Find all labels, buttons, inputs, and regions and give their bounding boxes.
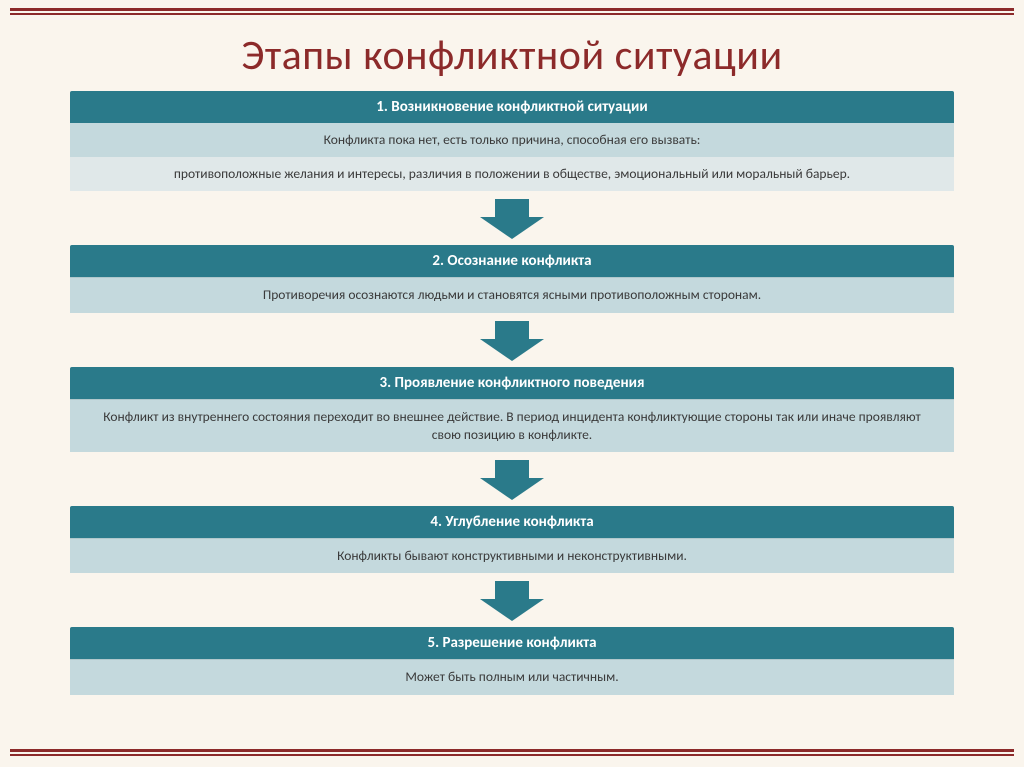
arrow-down-icon	[480, 193, 544, 245]
arrow-down-icon	[480, 575, 544, 627]
decorative-border-top	[10, 8, 1014, 18]
stage-1: 1. Возникновение конфликтной ситуации Ко…	[70, 91, 954, 191]
stage-2: 2. Осознание конфликта Противоречия осоз…	[70, 245, 954, 312]
stage-body: Конфликты бывают конструктивными и некон…	[70, 538, 954, 573]
stage-body: Конфликт из внутреннего состояния перехо…	[70, 399, 954, 452]
stage-body-line1: Конфликта пока нет, есть только причина,…	[70, 123, 954, 157]
stages-container: 1. Возникновение конфликтной ситуации Ко…	[30, 91, 994, 697]
stage-header: 1. Возникновение конфликтной ситуации	[70, 91, 954, 123]
stage-5: 5. Разрешение конфликта Может быть полны…	[70, 627, 954, 694]
decorative-border-bottom	[10, 749, 1014, 759]
stage-header: 3. Проявление конфликтного поведения	[70, 367, 954, 399]
stage-body: Может быть полным или частичным.	[70, 659, 954, 694]
stage-3: 3. Проявление конфликтного поведения Кон…	[70, 367, 954, 452]
stage-header: 2. Осознание конфликта	[70, 245, 954, 277]
stage-body-line2: противоположные желания и интересы, разл…	[70, 157, 954, 191]
arrow-down-icon	[480, 454, 544, 506]
slide-title: Этапы конфликтной ситуации	[30, 30, 994, 81]
stage-header: 5. Разрешение конфликта	[70, 627, 954, 659]
stage-4: 4. Углубление конфликта Конфликты бывают…	[70, 506, 954, 573]
stage-body: Противоречия осознаются людьми и становя…	[70, 277, 954, 312]
stage-header: 4. Углубление конфликта	[70, 506, 954, 538]
slide: Этапы конфликтной ситуации 1. Возникнове…	[0, 0, 1024, 767]
arrow-down-icon	[480, 315, 544, 367]
